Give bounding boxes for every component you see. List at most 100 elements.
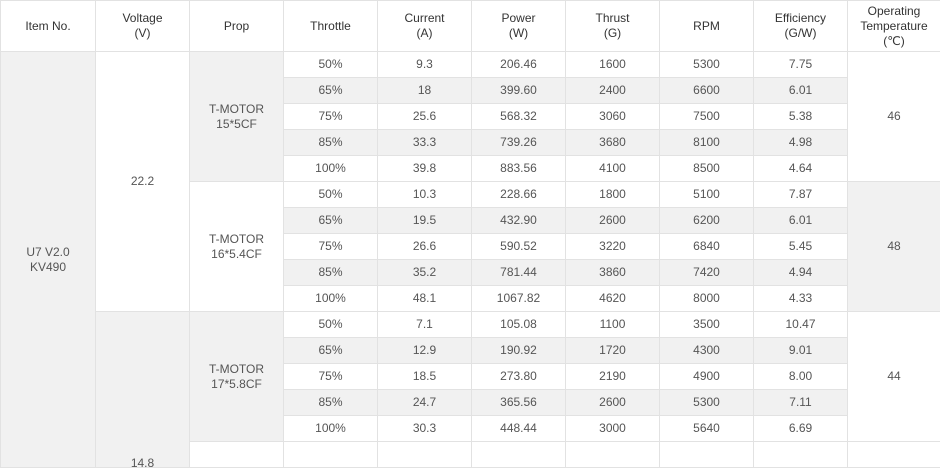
thrust-cell: 2600 [566, 390, 660, 416]
temperature-cell: 48 [848, 182, 940, 312]
throttle-cell: 85% [284, 130, 378, 156]
thrust-cell: 2400 [566, 78, 660, 104]
table-cell [284, 442, 378, 468]
thrust-cell: 3220 [566, 234, 660, 260]
voltage-value: 14.8 [131, 456, 154, 468]
throttle-cell: 75% [284, 104, 378, 130]
efficiency-cell: 7.11 [754, 390, 848, 416]
power-cell: 365.56 [472, 390, 566, 416]
rpm-cell: 5300 [660, 52, 754, 78]
rpm-cell: 5640 [660, 416, 754, 442]
rpm-cell: 6840 [660, 234, 754, 260]
throttle-cell: 75% [284, 364, 378, 390]
efficiency-cell: 7.87 [754, 182, 848, 208]
thrust-cell: 3680 [566, 130, 660, 156]
prop-line: T-MOTOR [190, 362, 283, 377]
current-cell: 9.3 [378, 52, 472, 78]
efficiency-cell: 4.98 [754, 130, 848, 156]
rpm-cell: 8100 [660, 130, 754, 156]
efficiency-cell: 4.64 [754, 156, 848, 182]
power-cell: 399.60 [472, 78, 566, 104]
throttle-cell: 100% [284, 156, 378, 182]
table-cell [848, 442, 940, 468]
thrust-cell: 3000 [566, 416, 660, 442]
header-throttle: Throttle [284, 1, 378, 52]
power-cell: 190.92 [472, 338, 566, 364]
power-cell: 105.08 [472, 312, 566, 338]
temperature-cell: 46 [848, 52, 940, 182]
header-thrust: Thrust(G) [566, 1, 660, 52]
table-cell [754, 442, 848, 468]
efficiency-cell: 5.38 [754, 104, 848, 130]
efficiency-cell: 6.69 [754, 416, 848, 442]
thrust-cell: 1100 [566, 312, 660, 338]
power-cell: 590.52 [472, 234, 566, 260]
efficiency-cell: 4.33 [754, 286, 848, 312]
header-voltage: Voltage(V) [96, 1, 190, 52]
efficiency-cell: 9.01 [754, 338, 848, 364]
throttle-cell: 100% [284, 416, 378, 442]
power-cell: 228.66 [472, 182, 566, 208]
thrust-cell: 3860 [566, 260, 660, 286]
rpm-cell: 5300 [660, 390, 754, 416]
throttle-cell: 50% [284, 312, 378, 338]
item-no-line: KV490 [1, 260, 95, 275]
current-cell: 7.1 [378, 312, 472, 338]
current-cell: 18.5 [378, 364, 472, 390]
current-cell: 10.3 [378, 182, 472, 208]
current-cell: 33.3 [378, 130, 472, 156]
power-cell: 1067.82 [472, 286, 566, 312]
thrust-cell: 1720 [566, 338, 660, 364]
efficiency-cell: 6.01 [754, 208, 848, 234]
rpm-cell: 6200 [660, 208, 754, 234]
efficiency-cell: 5.45 [754, 234, 848, 260]
rpm-cell: 7500 [660, 104, 754, 130]
thrust-cell: 3060 [566, 104, 660, 130]
throttle-cell: 100% [284, 286, 378, 312]
throttle-cell: 85% [284, 260, 378, 286]
throttle-cell: 75% [284, 234, 378, 260]
current-cell: 35.2 [378, 260, 472, 286]
throttle-cell: 85% [284, 390, 378, 416]
rpm-cell: 3500 [660, 312, 754, 338]
throttle-cell: 65% [284, 338, 378, 364]
header-row: Item No. Voltage(V) Prop Throttle Curren… [1, 1, 940, 52]
throttle-cell: 50% [284, 52, 378, 78]
current-cell: 12.9 [378, 338, 472, 364]
item-no-line: U7 V2.0 [1, 245, 95, 260]
current-cell: 18 [378, 78, 472, 104]
rpm-cell: 8500 [660, 156, 754, 182]
voltage-cell: 22.2 [96, 52, 190, 312]
prop-line: T-MOTOR [190, 232, 283, 247]
throttle-cell: 65% [284, 78, 378, 104]
rpm-cell: 7420 [660, 260, 754, 286]
table-cell [566, 442, 660, 468]
rpm-cell: 4300 [660, 338, 754, 364]
power-cell: 739.26 [472, 130, 566, 156]
power-cell: 432.90 [472, 208, 566, 234]
temperature-cell: 44 [848, 312, 940, 442]
table-cell [472, 442, 566, 468]
efficiency-cell: 8.00 [754, 364, 848, 390]
header-power: Power(W) [472, 1, 566, 52]
header-rpm: RPM [660, 1, 754, 52]
efficiency-cell: 4.94 [754, 260, 848, 286]
rpm-cell: 4900 [660, 364, 754, 390]
header-efficiency: Efficiency(G/W) [754, 1, 848, 52]
current-cell: 39.8 [378, 156, 472, 182]
throttle-cell: 50% [284, 182, 378, 208]
current-cell: 48.1 [378, 286, 472, 312]
current-cell: 30.3 [378, 416, 472, 442]
efficiency-cell: 7.75 [754, 52, 848, 78]
power-cell: 568.32 [472, 104, 566, 130]
power-cell: 448.44 [472, 416, 566, 442]
prop-line: 17*5.8CF [190, 377, 283, 392]
power-cell: 781.44 [472, 260, 566, 286]
rpm-cell: 6600 [660, 78, 754, 104]
table-cell [660, 442, 754, 468]
prop-line: 15*5CF [190, 117, 283, 132]
